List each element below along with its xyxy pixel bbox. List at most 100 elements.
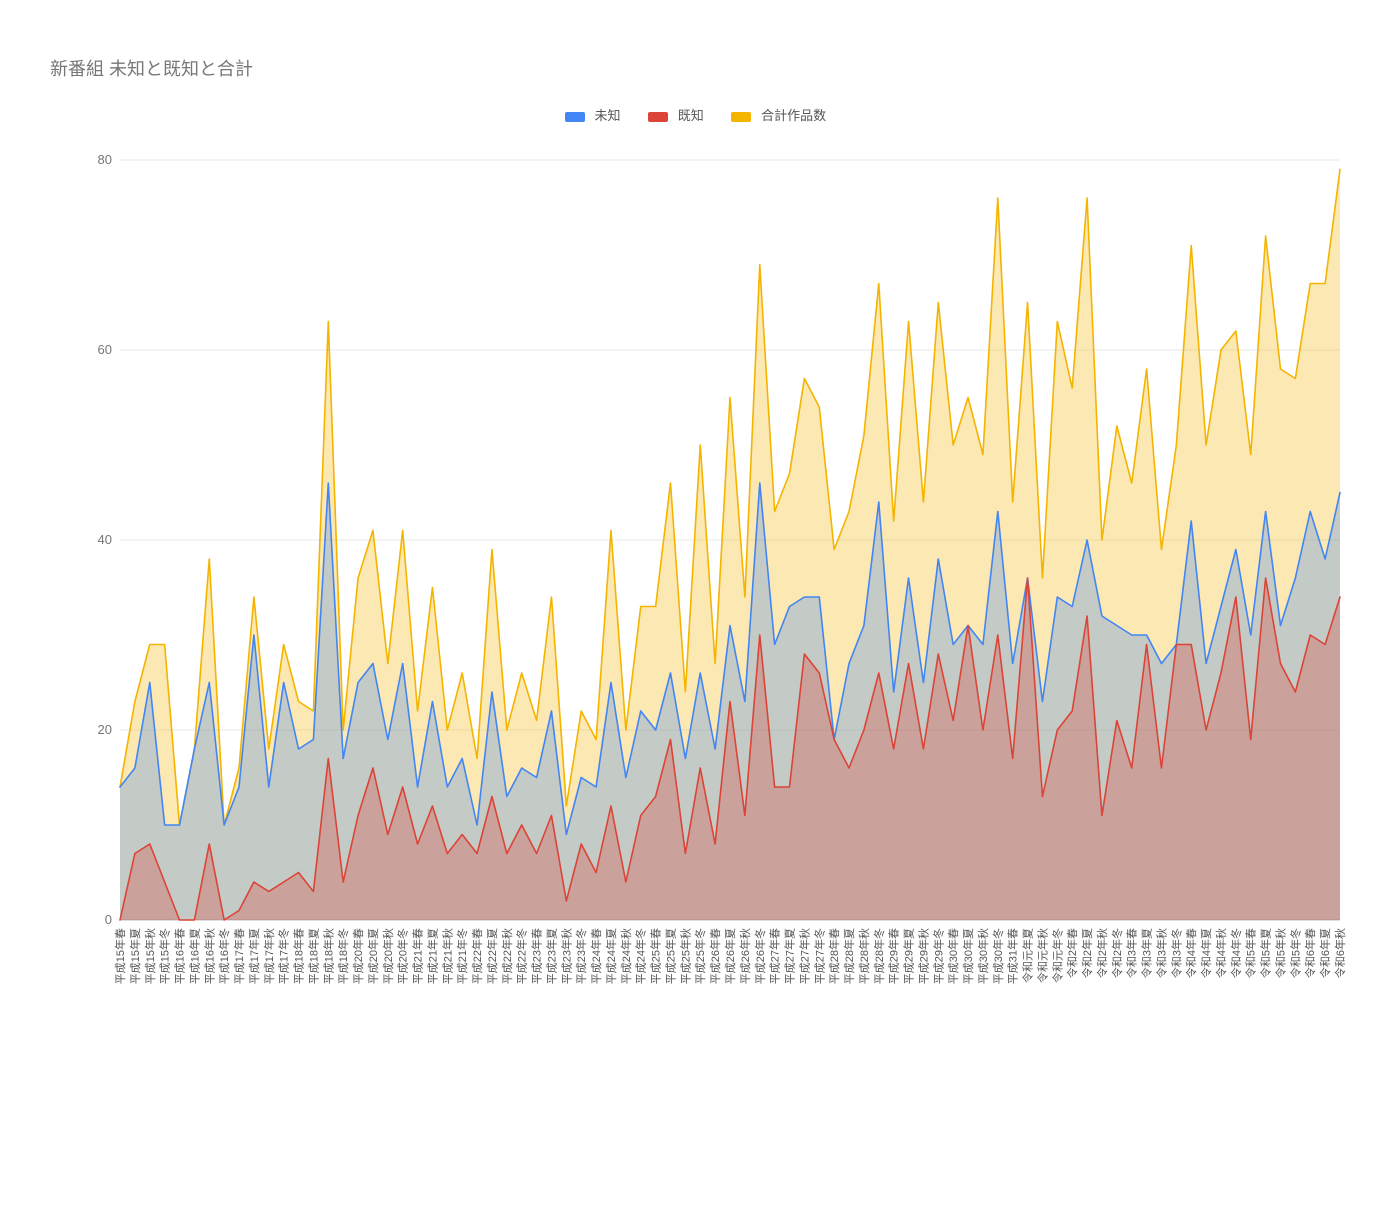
x-tick-label: 平成24年春 [589, 928, 603, 984]
x-tick-label: 平成16年冬 [217, 928, 231, 984]
x-tick-label: 平成28年春 [827, 928, 841, 984]
x-tick-label: 平成15年春 [113, 928, 127, 984]
x-tick-label: 平成21年冬 [455, 928, 469, 984]
x-tick-label: 平成25年冬 [693, 928, 707, 984]
x-tick-label: 平成30年秋 [976, 928, 990, 984]
x-tick-label: 平成16年秋 [202, 928, 216, 984]
x-tick-label: 平成29年冬 [931, 928, 945, 984]
x-tick-label: 平成21年春 [411, 928, 425, 984]
x-tick-label: 平成24年夏 [604, 928, 618, 984]
x-tick-label: 平成21年秋 [440, 928, 454, 984]
x-tick-label: 令和元年冬 [1050, 928, 1064, 983]
x-tick-label: 平成21年夏 [425, 928, 439, 984]
x-tick-label: 平成27年冬 [812, 928, 826, 984]
x-tick-label: 令和5年春 [1244, 928, 1258, 978]
x-tick-label: 平成23年夏 [544, 928, 558, 984]
legend-swatch-known [648, 112, 668, 122]
x-tick-label: 平成27年夏 [783, 928, 797, 984]
x-tick-label: 令和4年秋 [1214, 928, 1228, 978]
x-tick-label: 平成27年春 [768, 928, 782, 984]
legend-swatch-unknown [565, 112, 585, 122]
x-tick-label: 平成27年秋 [797, 928, 811, 984]
x-tick-label: 平成28年冬 [872, 928, 886, 984]
x-tick-label: 令和2年冬 [1110, 928, 1124, 978]
x-tick-label: 令和3年春 [1125, 928, 1139, 978]
x-tick-label: 令和5年秋 [1273, 928, 1287, 978]
x-tick-label: 令和6年夏 [1318, 928, 1332, 978]
x-tick-label: 平成25年秋 [678, 928, 692, 984]
chart-page: 新番組 未知と既知と合計 未知 既知 合計作品数 0 20 40 60 80 平成15年春… [0, 0, 1391, 1207]
x-tick-label: 平成18年夏 [306, 928, 320, 984]
x-tick-label: 平成17年夏 [247, 928, 261, 984]
x-tick-label: 平成26年秋 [738, 928, 752, 984]
x-tick-label: 平成15年秋 [143, 928, 157, 984]
x-tick-label: 平成16年春 [173, 928, 187, 984]
y-tick-label: 0 [105, 912, 112, 927]
x-tick-label: 平成20年冬 [396, 928, 410, 984]
x-tick-label: 平成20年夏 [366, 928, 380, 984]
x-tick-label: 平成23年春 [530, 928, 544, 984]
x-tick-label: 平成28年秋 [857, 928, 871, 984]
x-tick-label: 平成24年冬 [634, 928, 648, 984]
x-tick-label: 平成26年春 [708, 928, 722, 984]
x-tick-label: 平成25年春 [649, 928, 663, 984]
x-tick-label: 平成17年冬 [277, 928, 291, 984]
x-tick-label: 平成15年冬 [158, 928, 172, 984]
x-tick-label: 平成28年夏 [842, 928, 856, 984]
legend: 未知 既知 合計作品数 [0, 105, 1391, 124]
x-tick-label: 平成24年秋 [619, 928, 633, 984]
x-tick-label: 令和元年夏 [1021, 928, 1035, 983]
x-tick-label: 平成15年夏 [128, 928, 142, 984]
x-tick-label: 平成18年春 [292, 928, 306, 984]
legend-item-unknown: 未知 [565, 105, 621, 124]
x-tick-label: 平成17年春 [232, 928, 246, 984]
x-tick-label: 平成20年秋 [381, 928, 395, 984]
x-tick-label: 令和4年夏 [1199, 928, 1213, 978]
x-tick-label: 令和4年春 [1184, 928, 1198, 978]
x-tick-label: 平成22年冬 [515, 928, 529, 984]
x-tick-label: 平成23年冬 [574, 928, 588, 984]
x-tick-label: 令和5年冬 [1288, 928, 1302, 978]
x-tick-label: 令和4年冬 [1229, 928, 1243, 978]
y-tick-label: 20 [98, 722, 112, 737]
x-tick-label: 平成23年秋 [559, 928, 573, 984]
chart-title: 新番組 未知と既知と合計 [50, 55, 253, 81]
x-tick-label: 令和元年秋 [1035, 928, 1049, 983]
x-tick-label: 平成31年春 [1006, 928, 1020, 984]
legend-swatch-total [731, 112, 751, 122]
plot-svg: 020406080平成15年春平成15年夏平成15年秋平成15年冬平成16年春平… [90, 150, 1350, 1020]
x-tick-label: 平成17年秋 [262, 928, 276, 984]
x-tick-label: 平成30年春 [946, 928, 960, 984]
x-tick-label: 平成26年冬 [753, 928, 767, 984]
x-tick-label: 令和3年秋 [1154, 928, 1168, 978]
x-tick-label: 平成18年冬 [336, 928, 350, 984]
x-tick-label: 平成30年冬 [991, 928, 1005, 984]
legend-label-total: 合計作品数 [761, 108, 826, 123]
x-tick-label: 令和3年冬 [1169, 928, 1183, 978]
x-tick-label: 令和3年夏 [1140, 928, 1154, 978]
x-tick-label: 平成18年秋 [321, 928, 335, 984]
x-tick-label: 平成29年秋 [916, 928, 930, 984]
x-tick-label: 令和6年秋 [1333, 928, 1347, 978]
x-tick-label: 平成16年夏 [187, 928, 201, 984]
x-tick-label: 平成29年春 [887, 928, 901, 984]
x-tick-label: 平成22年春 [470, 928, 484, 984]
x-tick-label: 令和2年春 [1065, 928, 1079, 978]
plot-area: 020406080平成15年春平成15年夏平成15年秋平成15年冬平成16年春平… [90, 150, 1350, 1020]
legend-label-known: 既知 [678, 108, 704, 123]
x-tick-label: 平成26年夏 [723, 928, 737, 984]
legend-item-known: 既知 [648, 105, 704, 124]
legend-label-unknown: 未知 [595, 108, 621, 123]
x-tick-label: 平成25年夏 [663, 928, 677, 984]
x-tick-label: 平成30年夏 [961, 928, 975, 984]
x-tick-label: 平成22年秋 [500, 928, 514, 984]
x-tick-label: 令和6年春 [1303, 928, 1317, 978]
x-tick-label: 平成22年夏 [485, 928, 499, 984]
y-tick-label: 40 [98, 532, 112, 547]
y-tick-label: 80 [98, 152, 112, 167]
x-tick-label: 令和2年秋 [1095, 928, 1109, 978]
legend-item-total: 合計作品数 [731, 105, 826, 124]
x-tick-label: 平成29年夏 [902, 928, 916, 984]
y-tick-label: 60 [98, 342, 112, 357]
x-tick-label: 平成20年春 [351, 928, 365, 984]
